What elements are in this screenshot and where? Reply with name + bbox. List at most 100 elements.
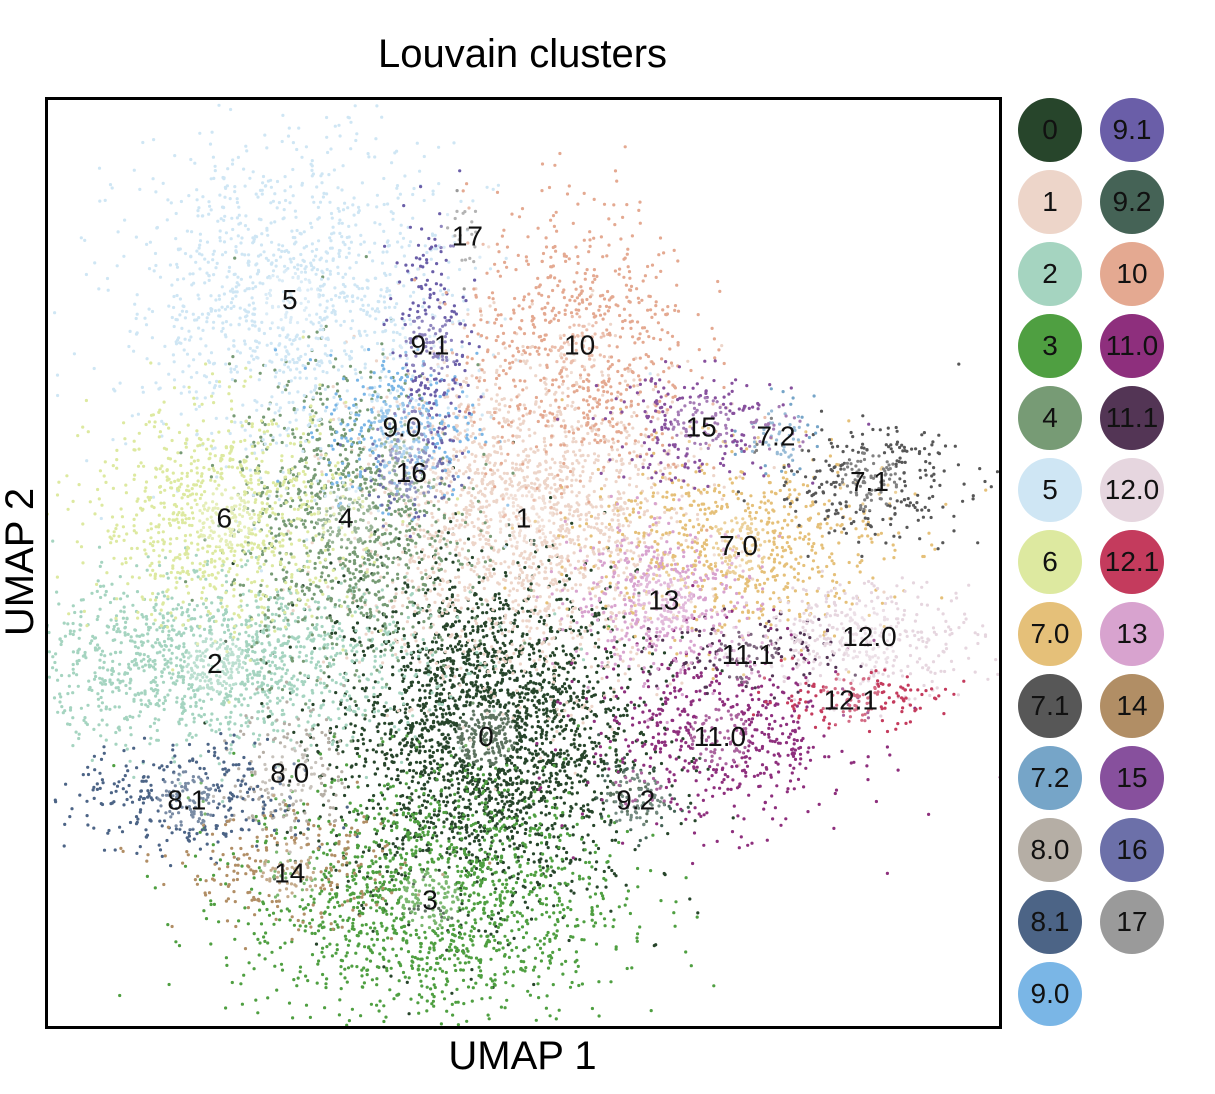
data-point: [503, 346, 507, 350]
data-point: [251, 669, 255, 673]
data-point: [491, 631, 495, 635]
data-point: [569, 571, 574, 575]
data-point: [292, 684, 296, 688]
data-point: [428, 532, 432, 536]
data-point: [572, 738, 576, 742]
data-point: [675, 520, 679, 524]
data-point: [527, 805, 531, 810]
data-point: [571, 473, 575, 477]
data-point: [476, 606, 480, 610]
data-point: [533, 450, 537, 454]
data-point: [634, 484, 639, 489]
data-point: [556, 690, 560, 694]
data-point: [221, 800, 225, 804]
data-point: [439, 742, 443, 746]
data-point: [321, 660, 326, 664]
data-point: [561, 454, 566, 458]
data-point: [446, 800, 450, 804]
data-point: [574, 802, 578, 806]
data-point: [446, 733, 450, 737]
data-point: [538, 654, 542, 659]
data-point: [572, 721, 576, 725]
data-point: [465, 825, 469, 830]
data-point: [95, 589, 99, 593]
data-point: [365, 748, 369, 752]
data-point: [550, 685, 554, 689]
data-point: [623, 501, 627, 505]
data-point: [399, 751, 403, 756]
data-point: [562, 703, 566, 707]
data-point: [567, 512, 572, 516]
data-point: [106, 668, 110, 672]
data-point: [451, 650, 455, 654]
data-point: [353, 724, 357, 728]
data-point: [194, 553, 198, 557]
data-point: [604, 525, 608, 529]
data-point: [631, 426, 635, 430]
data-point: [529, 582, 533, 586]
data-point: [348, 810, 352, 814]
data-point: [626, 703, 630, 707]
data-point: [470, 374, 474, 378]
data-point: [556, 630, 560, 634]
data-point: [574, 440, 578, 444]
data-point: [646, 476, 650, 480]
data-point: [346, 785, 350, 789]
data-point: [437, 772, 441, 776]
data-point: [488, 790, 492, 794]
data-point: [567, 504, 571, 508]
data-point: [545, 545, 549, 549]
data-point: [326, 479, 331, 483]
data-point: [583, 629, 587, 633]
data-point: [443, 680, 447, 684]
data-point: [585, 887, 589, 891]
data-point: [640, 444, 644, 448]
data-point: [508, 571, 513, 575]
data-point: [545, 540, 549, 544]
data-point: [456, 593, 460, 598]
data-point: [558, 542, 562, 546]
data-point: [470, 452, 474, 456]
data-point: [458, 640, 462, 644]
data-point: [525, 359, 529, 363]
data-point: [430, 738, 434, 742]
data-point: [472, 569, 476, 573]
data-point: [146, 654, 150, 659]
data-point: [584, 512, 588, 516]
data-point: [488, 453, 492, 457]
data-point: [422, 534, 426, 538]
data-point: [457, 404, 461, 408]
data-point: [632, 378, 636, 382]
data-point: [593, 516, 598, 520]
data-point: [514, 704, 518, 708]
data-point: [492, 301, 496, 305]
data-point: [579, 758, 583, 763]
data-point: [606, 665, 610, 669]
data-point: [464, 596, 468, 600]
data-point: [593, 657, 598, 661]
data-point: [583, 459, 587, 463]
data-point: [458, 856, 462, 861]
data-point: [475, 385, 479, 390]
data-point: [184, 723, 188, 727]
data-point: [586, 524, 591, 529]
data-point: [561, 523, 565, 528]
data-point: [496, 801, 500, 806]
data-point: [689, 801, 693, 805]
data-point: [627, 483, 632, 487]
data-point: [463, 764, 467, 768]
data-point: [414, 639, 418, 643]
data-point: [487, 688, 491, 693]
data-point: [373, 659, 377, 663]
data-point: [511, 691, 515, 695]
data-point: [199, 615, 203, 619]
data-point: [622, 571, 626, 575]
data-point: [479, 642, 483, 646]
data-point: [406, 665, 410, 669]
data-point: [394, 587, 398, 591]
data-point: [116, 627, 120, 631]
data-point: [440, 531, 444, 535]
data-point: [440, 712, 444, 716]
data-point: [665, 411, 669, 415]
data-point: [529, 674, 533, 678]
